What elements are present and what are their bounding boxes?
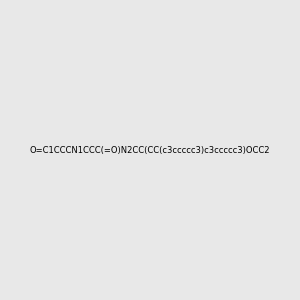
Text: O=C1CCCN1CCC(=O)N2CC(CC(c3ccccc3)c3ccccc3)OCC2: O=C1CCCN1CCC(=O)N2CC(CC(c3ccccc3)c3ccccc… <box>30 146 270 154</box>
